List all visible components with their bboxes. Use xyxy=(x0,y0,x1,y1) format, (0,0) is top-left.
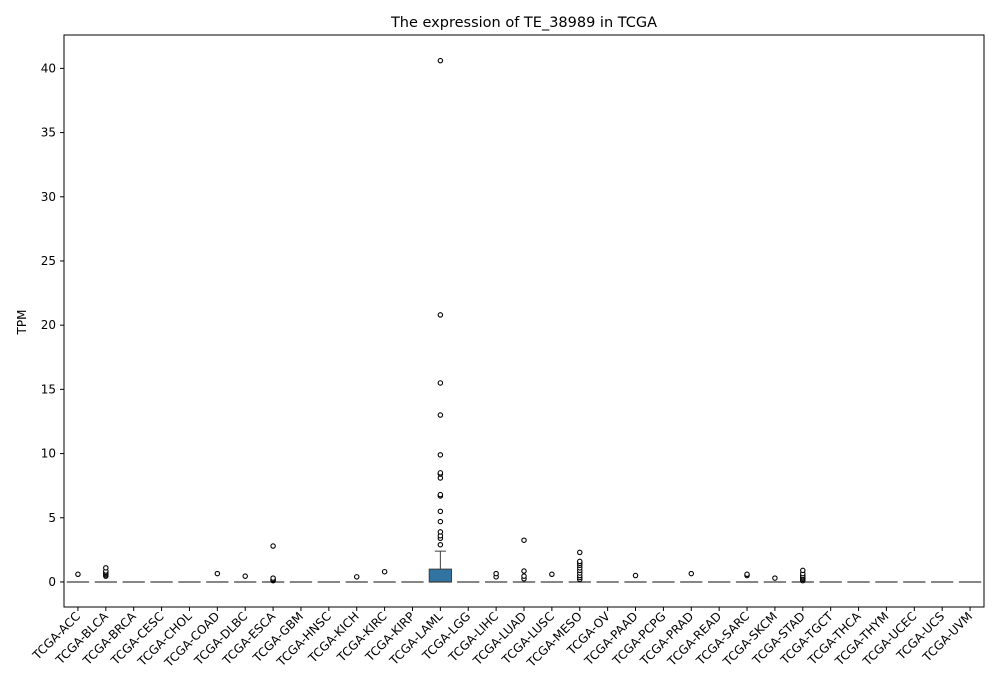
outlier-point xyxy=(437,312,444,318)
outlier-point xyxy=(772,575,778,581)
outlier-point xyxy=(800,567,806,574)
outlier-point xyxy=(242,573,248,579)
outlier-point xyxy=(521,573,527,579)
outlier-point xyxy=(437,541,444,548)
outlier-point xyxy=(521,568,527,574)
outlier-point xyxy=(437,57,444,64)
outlier-point xyxy=(493,570,499,577)
outlier-point xyxy=(437,412,444,418)
y-tick-label: 25 xyxy=(41,254,56,268)
outlier-point xyxy=(214,570,221,577)
outlier-point xyxy=(437,491,444,498)
y-tick-label: 30 xyxy=(41,190,56,204)
outlier-point xyxy=(549,571,555,578)
outlier-point xyxy=(437,529,444,535)
y-tick-label: 40 xyxy=(41,61,56,75)
y-axis-label: TPM xyxy=(15,310,29,336)
outlier-point xyxy=(437,518,444,525)
outlier-point xyxy=(381,568,388,575)
outlier-point xyxy=(75,571,81,578)
y-tick-label: 15 xyxy=(41,382,56,396)
outlier-point xyxy=(437,508,444,515)
y-tick-label: 35 xyxy=(41,126,56,140)
chart-title: The expression of TE_38989 in TCGA xyxy=(390,15,657,31)
y-tick-label: 20 xyxy=(41,318,56,332)
outlier-point xyxy=(632,572,639,579)
outlier-point xyxy=(437,470,444,476)
outlier-point xyxy=(270,575,276,581)
outlier-point xyxy=(353,574,360,580)
outlier-point xyxy=(744,571,750,578)
outlier-point xyxy=(577,549,583,556)
outlier-point xyxy=(577,558,583,565)
outlier-point xyxy=(688,570,695,577)
outlier-point xyxy=(103,565,109,571)
outlier-point xyxy=(270,543,276,549)
y-tick-label: 0 xyxy=(48,575,56,589)
y-tick-label: 10 xyxy=(41,447,56,461)
outlier-point xyxy=(521,537,527,543)
y-tick-label: 5 xyxy=(48,511,56,525)
plot-frame xyxy=(63,34,985,608)
outlier-point xyxy=(437,380,444,386)
outlier-point xyxy=(437,452,444,458)
box xyxy=(428,568,453,583)
